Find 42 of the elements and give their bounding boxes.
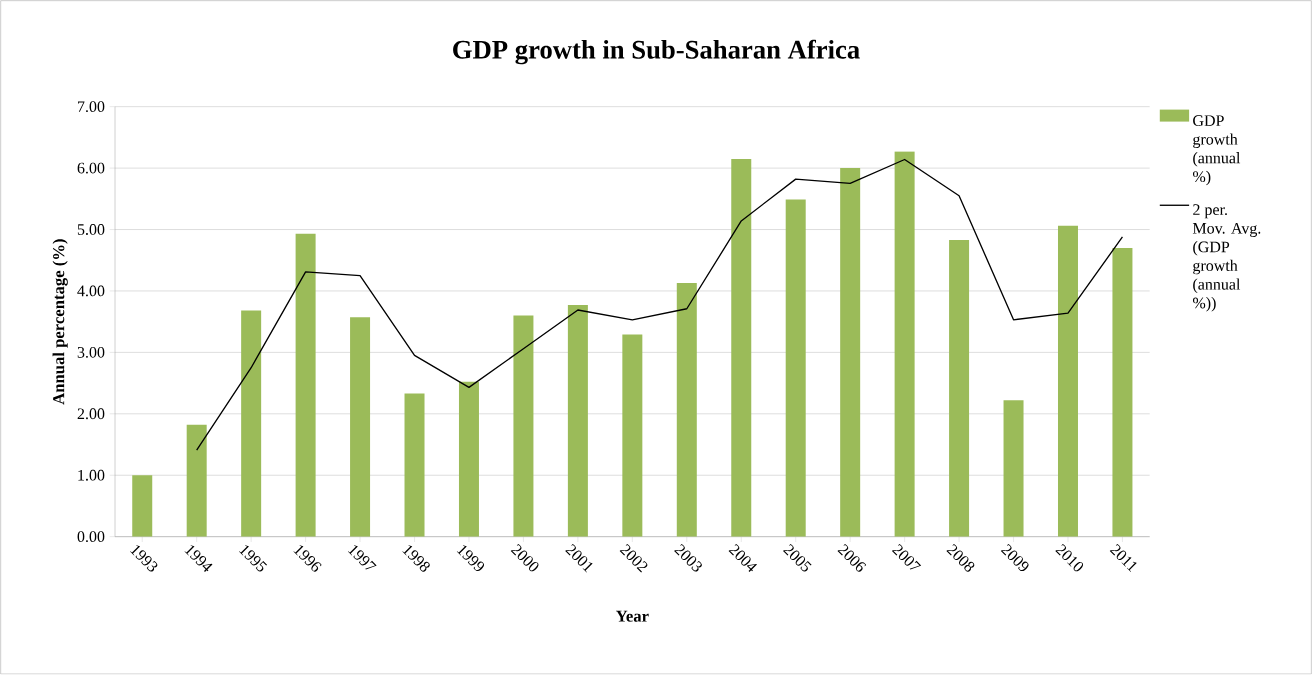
x-tick-label: 1994: [184, 545, 213, 573]
y-axis-title: Annual percentage (%): [52, 239, 68, 405]
bar: [949, 240, 970, 537]
bar: [295, 233, 316, 537]
bar: [567, 305, 588, 537]
bar: [458, 382, 479, 537]
x-tick-label: 1998: [402, 545, 430, 572]
legend-label: 2 per. Mov. Avg. (GDP growth (annual %)): [1192, 204, 1261, 312]
x-tick-label: 1996: [293, 545, 322, 572]
bar: [132, 475, 153, 537]
x-tick-label: 1999: [456, 545, 485, 572]
x-tick-label: 2007: [891, 544, 922, 570]
y-tick-label: 3.00: [77, 347, 105, 358]
bar: [676, 283, 697, 537]
x-axis-title: Year: [615, 610, 649, 622]
bar: [731, 159, 752, 537]
bar: [241, 310, 262, 537]
x-tick-label: 2009: [1000, 544, 1029, 572]
x-tick-label: 1997: [347, 545, 377, 570]
bar: [894, 151, 915, 537]
y-tick-label: 6.00: [77, 162, 105, 174]
legend-label: GDP growth (annual %): [1192, 115, 1241, 186]
line-series: [196, 159, 1124, 451]
y-tick-label: 7.00: [78, 101, 105, 113]
bar: [513, 315, 534, 537]
y-tick-label: 4.00: [77, 285, 105, 297]
bar: [1112, 248, 1133, 537]
x-tick-label: 1995: [238, 545, 268, 572]
y-tick-label: 1.00: [78, 469, 105, 481]
bar: [622, 334, 643, 537]
bar: [350, 317, 371, 537]
bar: [785, 199, 806, 537]
chart-title: GDP growth in Sub-Saharan Africa: [453, 39, 860, 65]
bar: [1003, 400, 1024, 537]
bar: [840, 168, 861, 537]
y-tick-label: 2.00: [77, 408, 105, 420]
bar: [1057, 226, 1078, 537]
y-tick-label: 5.00: [77, 224, 105, 236]
bar: [186, 425, 207, 537]
bar: [404, 393, 425, 537]
y-tick-label: 0.00: [77, 531, 105, 543]
x-tick-label: 1993: [130, 545, 158, 572]
